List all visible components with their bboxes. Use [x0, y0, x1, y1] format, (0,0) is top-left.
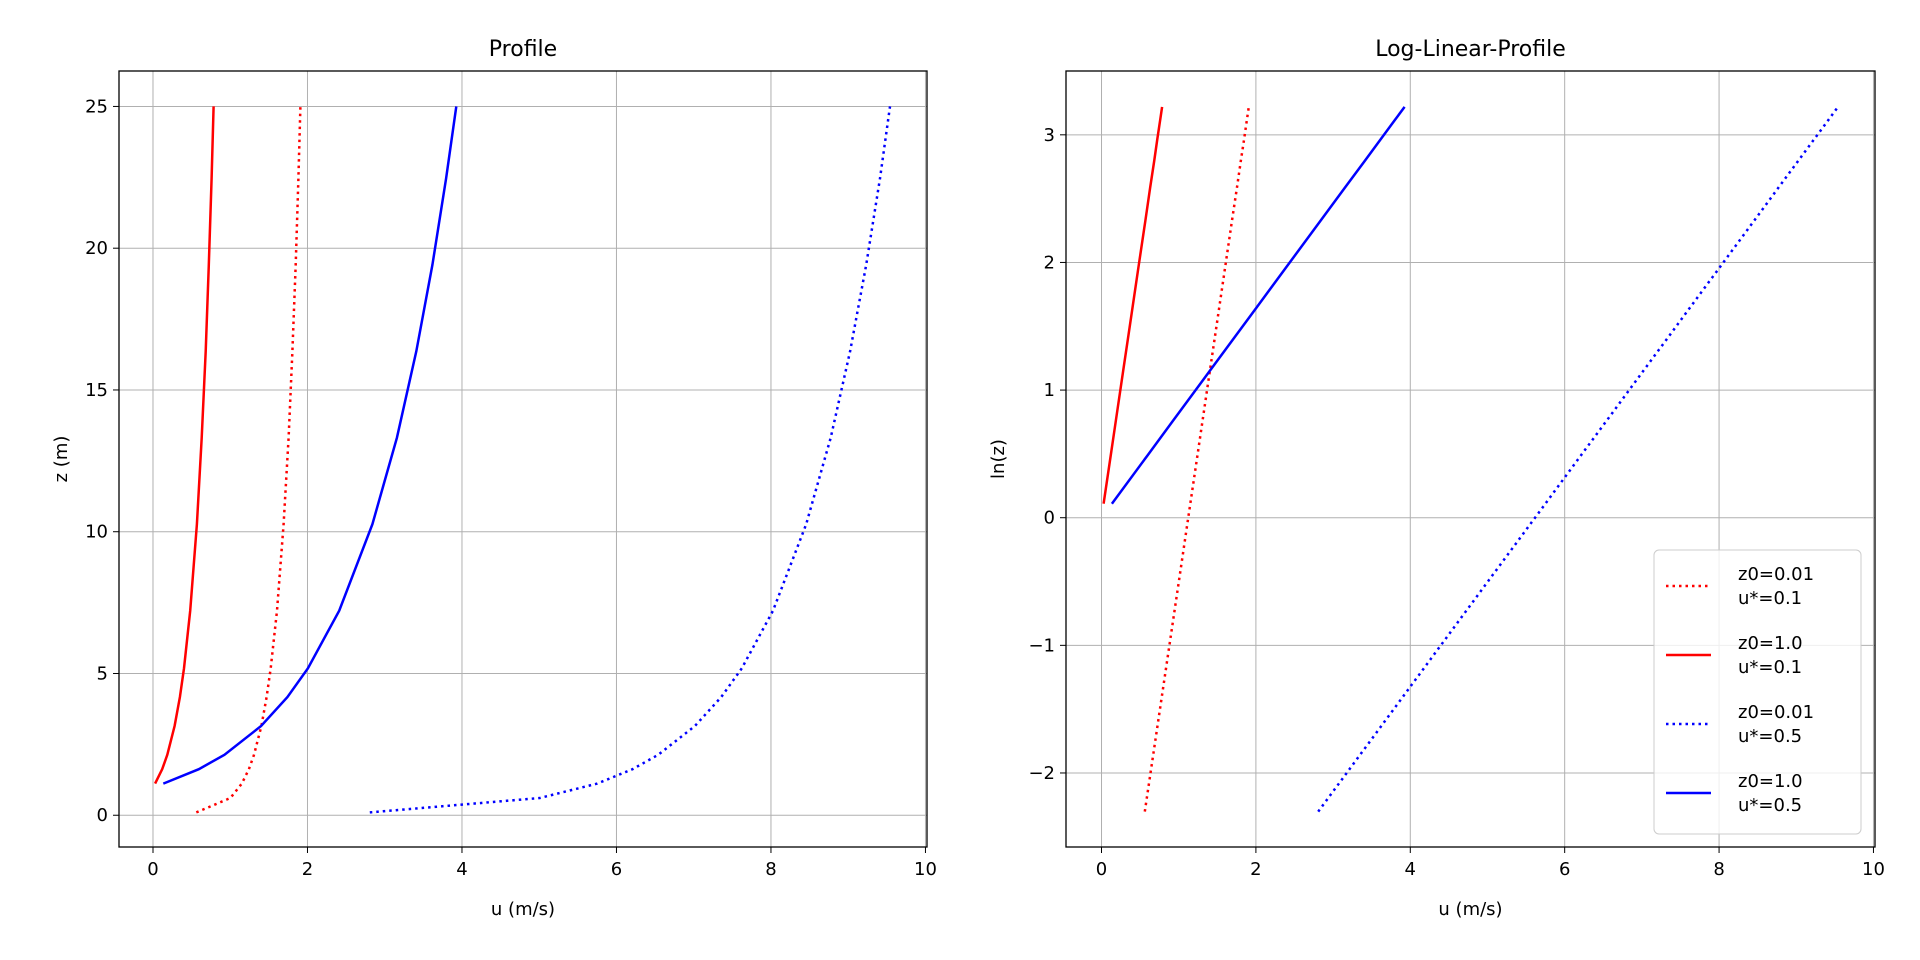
- y-tick-label: −1: [1028, 635, 1055, 656]
- y-axis-label: z (m): [51, 436, 72, 483]
- y-tick-label: 25: [85, 96, 108, 117]
- legend-label: u*=0.5: [1738, 795, 1802, 816]
- x-tick-label: 8: [1713, 859, 1724, 880]
- y-tick-label: 15: [85, 380, 108, 401]
- y-tick-label: 20: [85, 238, 108, 259]
- y-tick-label: 2: [1044, 252, 1055, 273]
- y-tick-label: −2: [1028, 763, 1055, 784]
- chart-title: Log-Linear-Profile: [1375, 37, 1566, 62]
- series-line-z0-0-01-u-0-5: [369, 106, 892, 814]
- x-tick-label: 10: [1862, 859, 1885, 880]
- legend-label: u*=0.1: [1738, 588, 1802, 609]
- y-tick-label: 0: [1044, 508, 1055, 529]
- x-tick-label: 2: [1250, 859, 1261, 880]
- legend-label: u*=0.1: [1738, 657, 1802, 678]
- x-axis-label: u (m/s): [1438, 899, 1502, 920]
- series-line-z0-0-01-u-0-1: [195, 106, 302, 814]
- x-tick-label: 4: [456, 859, 467, 880]
- y-tick-label: 3: [1044, 125, 1055, 146]
- log-linear-profile-axes: 0 2 4 6 8 10 −2 −1 0 1 2 3 Log-Linear-Profile u (m/s)…: [988, 37, 1885, 920]
- y-tick-label: 10: [85, 522, 108, 543]
- x-tick-label: 4: [1405, 859, 1416, 880]
- legend-label: z0=1.0: [1738, 771, 1803, 792]
- chart-title: Profile: [489, 37, 557, 62]
- legend: z0=0.01 u*=0.1 z0=1.0 u*=0.1 z0=0.01 u*=0.5 z0…: [1653, 549, 1862, 835]
- x-tick-label: 6: [1559, 859, 1570, 880]
- y-tick-label: 0: [97, 805, 108, 826]
- series-line-z0-0-01-u-0-5: [1317, 106, 1840, 813]
- series-line-z0-1-0-u-0-1: [153, 106, 215, 785]
- series-line-z0-0-01-u-0-1: [1143, 106, 1251, 812]
- x-tick-label: 8: [765, 859, 776, 880]
- x-tick-label: 0: [147, 859, 158, 880]
- legend-label: z0=1.0: [1738, 633, 1803, 654]
- series-line-z0-1-0-u-0-1: [1102, 106, 1164, 504]
- x-tick-label: 10: [914, 859, 937, 880]
- axes-frame: [1065, 70, 1876, 848]
- x-tick-label: 2: [302, 859, 313, 880]
- legend-frame: [1653, 549, 1862, 835]
- y-tick-label: 5: [97, 663, 108, 684]
- series-line-z0-1-0-u-0-5: [1110, 106, 1406, 505]
- series-line-z0-1-0-u-0-5: [162, 106, 458, 785]
- y-tick-label: 1: [1044, 380, 1055, 401]
- y-axis-label: ln(z): [988, 439, 1009, 479]
- legend-label: u*=0.5: [1738, 726, 1802, 747]
- profile-axes: 0 2 4 6 8 10 0 5 10 15 20 25 Profile u (m/s) z (m): [51, 37, 937, 920]
- x-tick-label: 6: [611, 859, 622, 880]
- legend-label: z0=0.01: [1738, 564, 1814, 585]
- x-axis-label: u (m/s): [491, 899, 555, 920]
- legend-label: z0=0.01: [1738, 702, 1814, 723]
- axes-frame: [118, 70, 928, 848]
- x-tick-label: 0: [1096, 859, 1107, 880]
